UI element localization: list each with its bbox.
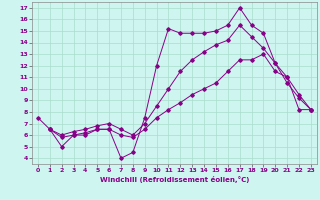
X-axis label: Windchill (Refroidissement éolien,°C): Windchill (Refroidissement éolien,°C) <box>100 176 249 183</box>
